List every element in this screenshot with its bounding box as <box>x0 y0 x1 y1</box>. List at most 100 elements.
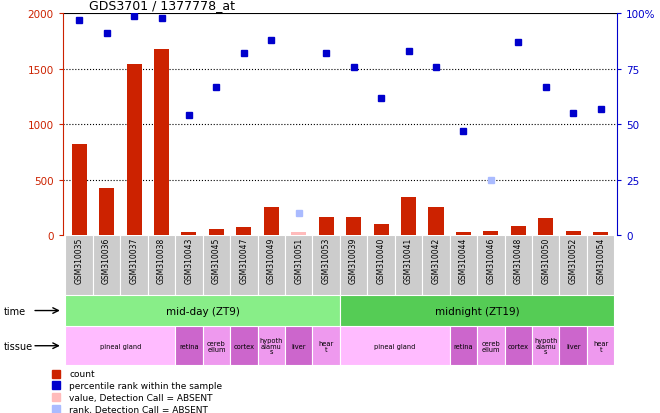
Bar <box>532 326 560 366</box>
Text: GSM310039: GSM310039 <box>349 237 358 283</box>
Text: GSM310053: GSM310053 <box>321 237 331 283</box>
Bar <box>203 235 230 295</box>
Text: GSM310044: GSM310044 <box>459 237 468 283</box>
Text: cereb
ellum: cereb ellum <box>482 340 500 352</box>
Text: hear
t: hear t <box>319 340 334 352</box>
Text: time: time <box>3 306 26 316</box>
Text: GSM310041: GSM310041 <box>404 237 413 283</box>
Bar <box>422 235 449 295</box>
Bar <box>236 227 251 235</box>
Text: GSM310046: GSM310046 <box>486 237 496 283</box>
Bar <box>368 235 395 295</box>
Text: liver: liver <box>566 343 580 349</box>
Text: cortex: cortex <box>234 343 254 349</box>
Text: value, Detection Call = ABSENT: value, Detection Call = ABSENT <box>69 393 213 402</box>
Text: GSM310045: GSM310045 <box>212 237 221 283</box>
Bar <box>587 235 614 295</box>
Bar <box>291 232 306 235</box>
Bar <box>449 235 477 295</box>
Bar <box>428 207 444 235</box>
Text: GSM310048: GSM310048 <box>513 237 523 283</box>
Bar <box>120 235 148 295</box>
Text: hear
t: hear t <box>593 340 609 352</box>
Text: GSM310035: GSM310035 <box>75 237 84 283</box>
Bar <box>477 326 505 366</box>
Bar <box>449 326 477 366</box>
Bar <box>456 232 471 235</box>
Text: hypoth
alamu
s: hypoth alamu s <box>534 337 558 355</box>
Text: retina: retina <box>453 343 473 349</box>
Text: percentile rank within the sample: percentile rank within the sample <box>69 381 222 390</box>
Bar <box>65 295 340 326</box>
Bar <box>230 326 257 366</box>
Text: GSM310050: GSM310050 <box>541 237 550 283</box>
Text: pineal gland: pineal gland <box>374 343 416 349</box>
Bar <box>532 235 560 295</box>
Text: GSM310052: GSM310052 <box>569 237 578 283</box>
Bar <box>175 326 203 366</box>
Bar <box>230 235 257 295</box>
Bar <box>182 232 197 235</box>
Text: count: count <box>69 370 95 379</box>
Text: GSM310042: GSM310042 <box>432 237 440 283</box>
Bar <box>505 235 532 295</box>
Text: GSM310049: GSM310049 <box>267 237 276 283</box>
Bar <box>99 189 114 235</box>
Bar <box>203 326 230 366</box>
Bar <box>566 232 581 235</box>
Text: hypoth
alamu
s: hypoth alamu s <box>259 337 283 355</box>
Text: liver: liver <box>292 343 306 349</box>
Bar <box>312 326 340 366</box>
Bar <box>505 326 532 366</box>
Bar <box>154 50 169 235</box>
Bar <box>346 218 361 235</box>
Bar <box>593 232 608 235</box>
Bar <box>477 235 505 295</box>
Text: rank, Detection Call = ABSENT: rank, Detection Call = ABSENT <box>69 405 209 413</box>
Bar <box>560 235 587 295</box>
Bar <box>340 295 614 326</box>
Text: GSM310040: GSM310040 <box>377 237 385 283</box>
Text: midnight (ZT19): midnight (ZT19) <box>435 306 519 316</box>
Bar <box>312 235 340 295</box>
Text: retina: retina <box>179 343 199 349</box>
Bar <box>148 235 175 295</box>
Text: GSM310054: GSM310054 <box>596 237 605 283</box>
Text: GDS3701 / 1377778_at: GDS3701 / 1377778_at <box>89 0 235 12</box>
Text: GSM310036: GSM310036 <box>102 237 111 283</box>
Bar <box>127 65 142 235</box>
Bar <box>340 235 368 295</box>
Bar <box>93 235 120 295</box>
Text: cereb
ellum: cereb ellum <box>207 340 226 352</box>
Bar <box>340 326 449 366</box>
Bar <box>401 198 416 235</box>
Bar <box>538 219 553 235</box>
Bar <box>291 232 306 235</box>
Bar <box>560 326 587 366</box>
Bar <box>209 230 224 235</box>
Bar <box>285 326 312 366</box>
Bar <box>175 235 203 295</box>
Bar <box>65 235 93 295</box>
Text: GSM310047: GSM310047 <box>240 237 248 283</box>
Text: GSM310043: GSM310043 <box>184 237 193 283</box>
Bar <box>374 224 389 235</box>
Text: mid-day (ZT9): mid-day (ZT9) <box>166 306 240 316</box>
Text: GSM310037: GSM310037 <box>129 237 139 283</box>
Text: pineal gland: pineal gland <box>100 343 141 349</box>
Bar <box>319 218 334 235</box>
Bar <box>72 145 86 235</box>
Bar <box>395 235 422 295</box>
Bar <box>511 226 526 235</box>
Bar <box>65 326 175 366</box>
Bar <box>587 326 614 366</box>
Bar <box>285 235 312 295</box>
Bar <box>264 208 279 235</box>
Bar <box>257 326 285 366</box>
Text: GSM310051: GSM310051 <box>294 237 303 283</box>
Bar <box>257 235 285 295</box>
Text: GSM310038: GSM310038 <box>157 237 166 283</box>
Bar <box>483 232 498 235</box>
Text: cortex: cortex <box>508 343 529 349</box>
Text: tissue: tissue <box>3 341 32 351</box>
